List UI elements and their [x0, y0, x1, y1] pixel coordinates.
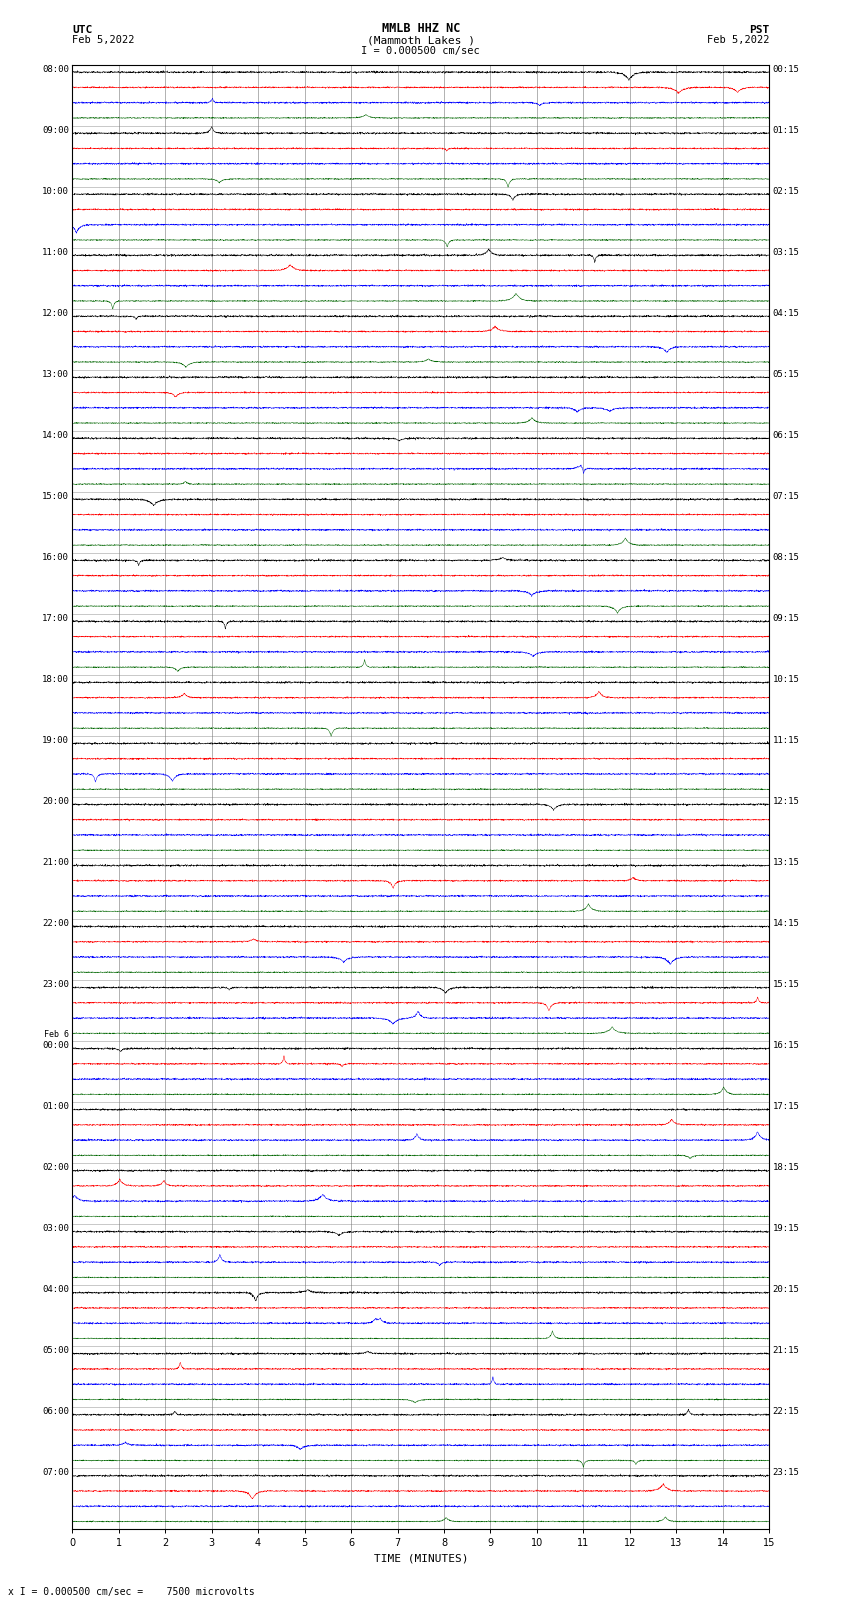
Text: 15:15: 15:15 [773, 981, 800, 989]
Text: 08:00: 08:00 [42, 65, 69, 74]
Text: 01:00: 01:00 [42, 1102, 69, 1111]
Text: 19:00: 19:00 [42, 736, 69, 745]
Text: 13:15: 13:15 [773, 858, 800, 866]
Text: 02:15: 02:15 [773, 187, 800, 195]
Text: 02:00: 02:00 [42, 1163, 69, 1173]
Text: 09:00: 09:00 [42, 126, 69, 134]
Text: 05:00: 05:00 [42, 1345, 69, 1355]
X-axis label: TIME (MINUTES): TIME (MINUTES) [373, 1553, 468, 1563]
Text: 20:15: 20:15 [773, 1286, 800, 1294]
Text: 19:15: 19:15 [773, 1224, 800, 1232]
Text: 20:00: 20:00 [42, 797, 69, 806]
Text: 00:00: 00:00 [42, 1040, 69, 1050]
Text: 08:15: 08:15 [773, 553, 800, 561]
Text: 13:00: 13:00 [42, 369, 69, 379]
Text: UTC: UTC [72, 24, 93, 35]
Text: 21:00: 21:00 [42, 858, 69, 866]
Text: 21:15: 21:15 [773, 1345, 800, 1355]
Text: 17:15: 17:15 [773, 1102, 800, 1111]
Text: Feb 6: Feb 6 [43, 1029, 69, 1039]
Text: I = 0.000500 cm/sec: I = 0.000500 cm/sec [361, 47, 480, 56]
Text: 07:15: 07:15 [773, 492, 800, 500]
Text: 11:00: 11:00 [42, 248, 69, 256]
Text: 05:15: 05:15 [773, 369, 800, 379]
Text: (Mammoth Lakes ): (Mammoth Lakes ) [366, 35, 475, 45]
Text: 14:00: 14:00 [42, 431, 69, 440]
Text: 22:15: 22:15 [773, 1407, 800, 1416]
Text: Feb 5,2022: Feb 5,2022 [706, 35, 769, 45]
Text: 18:15: 18:15 [773, 1163, 800, 1173]
Text: x I = 0.000500 cm/sec =    7500 microvolts: x I = 0.000500 cm/sec = 7500 microvolts [8, 1587, 255, 1597]
Text: Feb 5,2022: Feb 5,2022 [72, 35, 135, 45]
Text: 17:00: 17:00 [42, 615, 69, 623]
Text: 11:15: 11:15 [773, 736, 800, 745]
Text: PST: PST [749, 24, 769, 35]
Text: 07:00: 07:00 [42, 1468, 69, 1478]
Text: 09:15: 09:15 [773, 615, 800, 623]
Text: 06:15: 06:15 [773, 431, 800, 440]
Text: 10:15: 10:15 [773, 674, 800, 684]
Text: 06:00: 06:00 [42, 1407, 69, 1416]
Text: 22:00: 22:00 [42, 919, 69, 927]
Text: 23:15: 23:15 [773, 1468, 800, 1478]
Text: 12:00: 12:00 [42, 308, 69, 318]
Text: 18:00: 18:00 [42, 674, 69, 684]
Text: 10:00: 10:00 [42, 187, 69, 195]
Text: 04:00: 04:00 [42, 1286, 69, 1294]
Text: 16:00: 16:00 [42, 553, 69, 561]
Text: 16:15: 16:15 [773, 1040, 800, 1050]
Text: 14:15: 14:15 [773, 919, 800, 927]
Text: 04:15: 04:15 [773, 308, 800, 318]
Text: 00:15: 00:15 [773, 65, 800, 74]
Text: 23:00: 23:00 [42, 981, 69, 989]
Text: 01:15: 01:15 [773, 126, 800, 134]
Text: MMLB HHZ NC: MMLB HHZ NC [382, 21, 460, 35]
Text: 03:15: 03:15 [773, 248, 800, 256]
Text: 12:15: 12:15 [773, 797, 800, 806]
Text: 03:00: 03:00 [42, 1224, 69, 1232]
Text: 15:00: 15:00 [42, 492, 69, 500]
